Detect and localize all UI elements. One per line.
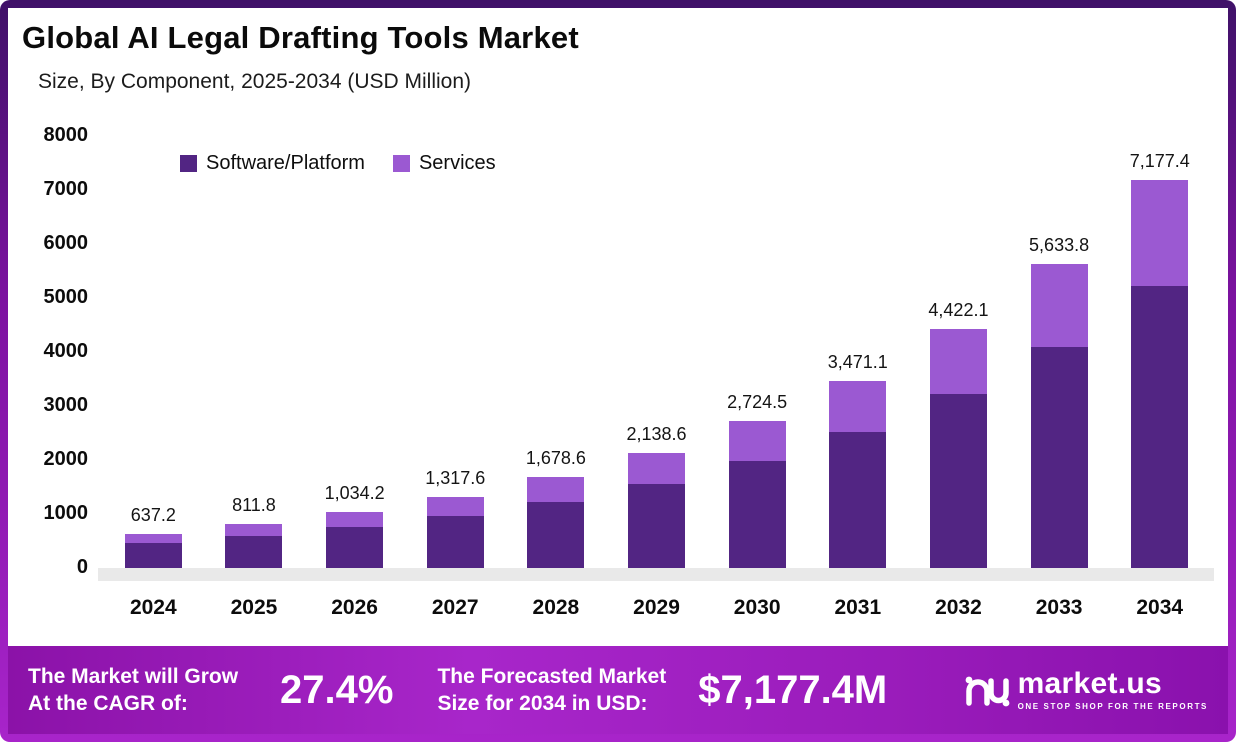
forecast-label: The Forecasted Market Size for 2034 in U… — [437, 664, 667, 715]
bar-segment-software — [1131, 285, 1189, 568]
bar-segment-services — [426, 496, 484, 517]
footer-banner: The Market will Grow At the CAGR of: 27.… — [8, 646, 1228, 734]
bar-total-label: 7,177.4 — [1129, 151, 1190, 172]
plot-area: 637.2 811.8 1,034.2 1,317.6 1,678.6 2,138.6 2,… — [103, 136, 1210, 568]
bar-segment-software — [829, 431, 887, 568]
x-tick-label: 2034 — [1136, 596, 1184, 619]
bar-segment-services — [1030, 263, 1088, 347]
cagr-label: The Market will Grow At the CAGR of: — [28, 664, 239, 715]
marketus-logo: market.us ONE STOP SHOP FOR THE REPORTS — [964, 669, 1208, 711]
x-tick-label: 2024 — [129, 596, 177, 619]
x-tick-label: 2031 — [834, 596, 882, 619]
chart-title: Global AI Legal Drafting Tools Market — [22, 20, 579, 55]
bar-group-2025: 811.8 — [204, 136, 305, 568]
chart-legend: Software/Platform Services — [180, 152, 496, 175]
bar-segment-services — [929, 329, 987, 395]
legend-label-services: Services — [418, 152, 496, 174]
legend-item-software: Software/Platform — [180, 152, 365, 175]
bar-total-label: 2,138.6 — [626, 423, 687, 444]
y-tick-label: 1000 — [43, 502, 89, 524]
y-tick-label: 3000 — [43, 394, 89, 416]
x-tick-label: 2027 — [431, 596, 479, 619]
x-axis-labels: 2024 2025 2026 2027 2028 2029 2030 2031 2032 2033… — [103, 596, 1210, 620]
bar-segment-software — [527, 502, 585, 568]
bar-segment-software — [225, 536, 283, 568]
bar-group-2024: 637.2 — [103, 136, 204, 568]
bar-segment-services — [829, 380, 887, 432]
bar-segment-software — [124, 542, 182, 568]
x-tick-label: 2026 — [331, 596, 378, 619]
marketus-logo-icon — [965, 676, 1009, 707]
y-tick-label: 7000 — [43, 178, 89, 200]
x-tick-label: 2029 — [633, 596, 680, 619]
x-tick-label: 2033 — [1035, 596, 1083, 619]
page-inner: Global AI Legal Drafting Tools Market Si… — [8, 8, 1228, 734]
x-axis-baseline — [98, 568, 1214, 581]
y-tick-label: 6000 — [43, 232, 89, 254]
bar-segment-services — [628, 452, 686, 484]
bar-group-2026: 1,034.2 — [304, 136, 405, 568]
bar-total-label: 1,317.6 — [425, 467, 486, 488]
bar-group-2033: 5,633.8 — [1009, 136, 1110, 568]
bar-total-label: 4,422.1 — [928, 300, 989, 321]
bar-segment-software — [728, 460, 786, 568]
marketus-logo-tagline: ONE STOP SHOP FOR THE REPORTS — [1017, 702, 1208, 711]
bar-segment-software — [326, 527, 384, 568]
bar-total-label: 637.2 — [130, 504, 176, 525]
bar-segment-software — [628, 483, 686, 568]
bar-total-label: 1,034.2 — [324, 483, 385, 504]
legend-swatch-software-icon — [180, 155, 197, 172]
y-tick-label: 0 — [76, 556, 88, 578]
forecast-value: $7,177.4M — [698, 667, 888, 712]
bar-total-label: 1,678.6 — [525, 448, 586, 469]
bar-group-2027: 1,317.6 — [405, 136, 506, 568]
chart-subtitle: Size, By Component, 2025-2034 (USD Milli… — [38, 70, 472, 93]
bar-group-2034: 7,177.4 — [1109, 136, 1210, 568]
y-tick-label: 8000 — [43, 124, 89, 146]
legend-swatch-services-icon — [392, 155, 410, 172]
marketus-logo-text: market.us — [1017, 667, 1163, 700]
bar-total-label: 5,633.8 — [1029, 234, 1090, 255]
legend-label-software: Software/Platform — [206, 152, 365, 174]
bar-group-2031: 3,471.1 — [807, 136, 908, 568]
x-tick-label: 2032 — [935, 596, 982, 619]
bar-segment-services — [1131, 180, 1189, 286]
y-tick-label: 2000 — [43, 448, 89, 470]
bar-group-2032: 4,422.1 — [908, 136, 1009, 568]
x-tick-label: 2025 — [230, 596, 278, 619]
legend-item-services: Services — [392, 152, 496, 175]
cagr-value: 27.4% — [280, 667, 394, 712]
bar-segment-services — [225, 524, 283, 537]
bar-segment-software — [426, 516, 484, 568]
y-tick-label: 5000 — [43, 286, 89, 308]
y-axis: 0 1000 2000 3000 4000 5000 6000 7000 8000 — [8, 124, 89, 578]
bar-segment-services — [527, 477, 585, 503]
x-tick-label: 2028 — [532, 596, 580, 619]
bar-total-label: 811.8 — [232, 495, 276, 516]
bar-total-label: 2,724.5 — [727, 391, 788, 412]
bar-group-2028: 1,678.6 — [506, 136, 607, 568]
bar-segment-software — [929, 394, 987, 568]
bar-segment-services — [326, 512, 384, 528]
bar-total-label: 3,471.1 — [827, 351, 888, 372]
chart-card: Global AI Legal Drafting Tools Market Si… — [8, 8, 1228, 646]
bar-group-2030: 2,724.5 — [707, 136, 808, 568]
marketus-logo-text-wrap: market.us ONE STOP SHOP FOR THE REPORTS — [1018, 669, 1208, 711]
bar-group-2029: 2,138.6 — [606, 136, 707, 568]
x-tick-label: 2030 — [733, 596, 781, 619]
bar-segment-services — [124, 533, 182, 543]
y-tick-label: 4000 — [43, 340, 89, 362]
bar-segment-software — [1030, 346, 1088, 568]
bar-segment-services — [728, 420, 786, 461]
